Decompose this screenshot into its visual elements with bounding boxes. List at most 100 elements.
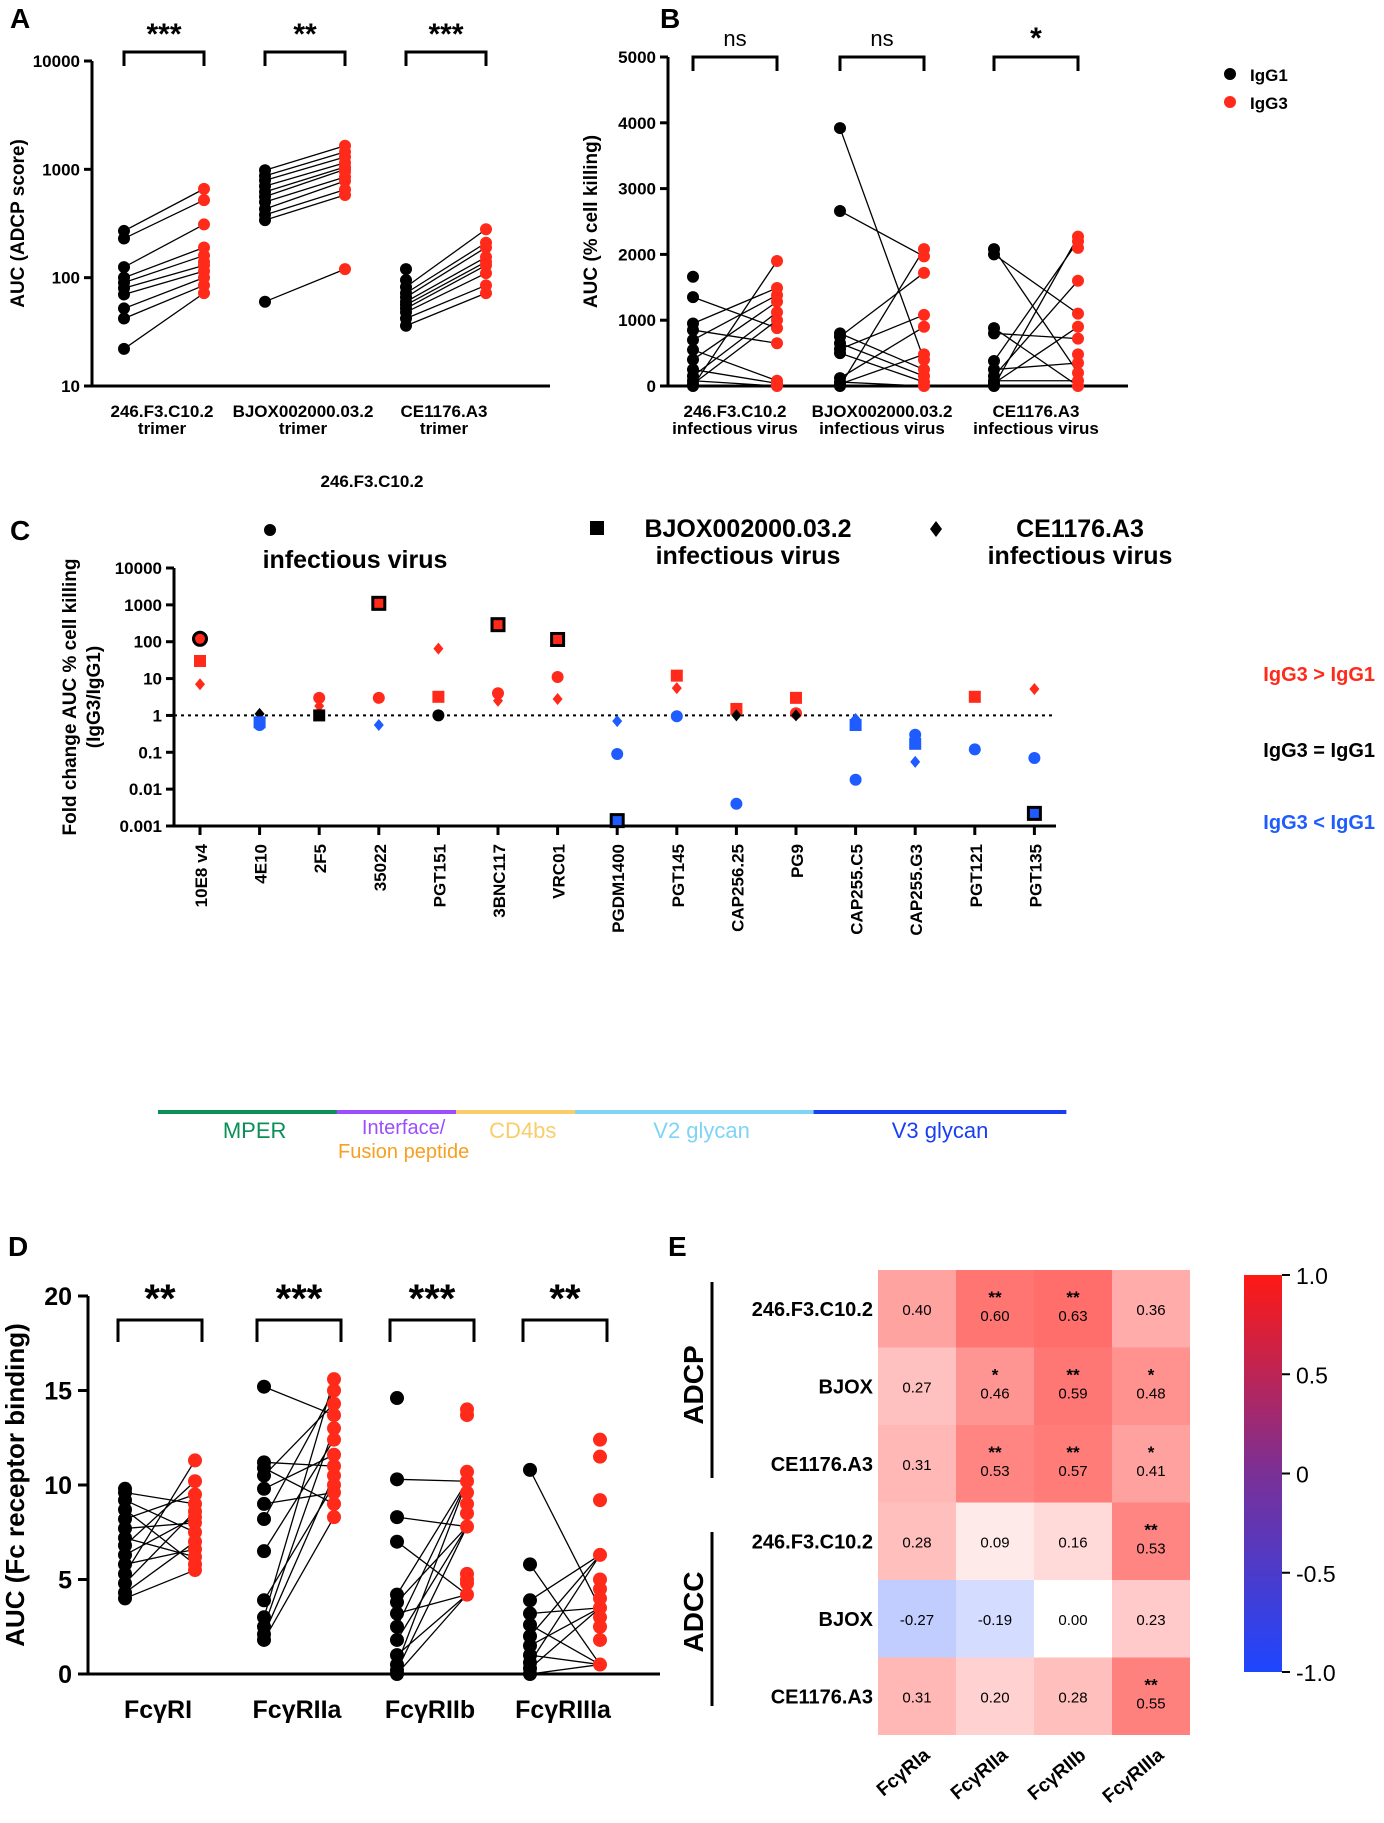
panel-b-significance: ns xyxy=(870,26,893,51)
panel-b-igg3-point xyxy=(918,308,930,321)
panel-a-igg3-point xyxy=(198,194,210,207)
panel-c-annotation-above: IgG3 > IgG1 xyxy=(1263,664,1375,686)
panel-b-y-axis-label: AUC (% cell killing) xyxy=(581,135,602,308)
panel-c-square-point xyxy=(550,631,566,647)
panel-b-y-tick-label: 5000 xyxy=(618,48,656,67)
panel-b-y-tick-label: 3000 xyxy=(618,180,656,199)
heatmap-cell xyxy=(1034,1347,1112,1425)
panel-b-pair-line xyxy=(839,272,925,338)
panel-c-annotation-equal: IgG3 = IgG1 xyxy=(1263,740,1375,762)
panel-a-pair-line xyxy=(405,292,487,327)
panel-d-pair-line xyxy=(396,1526,468,1671)
panel-d-igg1-point xyxy=(257,1496,271,1511)
panel-d-igg3-point xyxy=(327,1408,341,1423)
heatmap-cell xyxy=(956,1657,1034,1735)
panel-b-igg1-point xyxy=(988,363,1000,376)
panel-c-group-label: V2 glycan xyxy=(653,1118,750,1143)
heatmap-cell xyxy=(1034,1657,1112,1735)
panel-c-diamond-point xyxy=(433,642,444,655)
panel-c-diamond-point xyxy=(552,692,563,705)
panel-c-square-point xyxy=(432,690,445,703)
panel-a-igg1-point xyxy=(259,164,271,177)
colorbar-tick-label: 1.0 xyxy=(1296,1263,1328,1289)
panel-c-circle-point xyxy=(192,630,208,647)
panel-c-category-label: 3BNC117 xyxy=(490,844,509,918)
panel-c-group-label: CD4bs xyxy=(489,1118,556,1143)
panel-d-pair-line xyxy=(263,1386,335,1416)
heatmap-cell xyxy=(1112,1425,1190,1503)
panel-a-pair-line xyxy=(264,166,346,193)
panel-b-y-tick-label: 0 xyxy=(647,377,656,396)
panel-b-significance-bracket xyxy=(992,55,1080,71)
heatmap-cell-value: 0.31 xyxy=(902,1457,931,1474)
panel-a-pair-line xyxy=(405,284,487,320)
panel-d-pair-line xyxy=(529,1554,601,1637)
panel-b-pair-line xyxy=(839,342,925,377)
panel-c-group-label: Interface/ xyxy=(362,1117,446,1139)
heatmap-cell-value: 0.36 xyxy=(1136,1302,1165,1319)
heatmap-cell-significance: * xyxy=(1148,1365,1155,1384)
panel-b-pair-line xyxy=(993,280,1079,377)
panel-d-igg1-point xyxy=(523,1617,537,1632)
panel-c-category-label: PGT145 xyxy=(669,844,688,907)
panel-c-square-point xyxy=(909,737,922,750)
panel-c-category-label: PGT135 xyxy=(1026,844,1045,907)
panel-b-legend-igg1-marker xyxy=(1224,68,1236,80)
panel-c-annotation-below: IgG3 < IgG1 xyxy=(1263,812,1375,834)
panel-d-pair-line xyxy=(263,1454,335,1490)
heatmap-cell xyxy=(956,1347,1034,1425)
panel-a-pair-line xyxy=(264,151,346,177)
panel-b-pair-line xyxy=(993,240,1079,362)
panel-b-igg3-point xyxy=(1072,332,1084,345)
panel-d-pair-line xyxy=(396,1480,468,1665)
panel-d-y-tick-label: 15 xyxy=(44,1378,72,1406)
panel-c-diamond-point xyxy=(1029,683,1040,696)
panel-d-significance-bracket xyxy=(255,1318,343,1342)
heatmap-cell-value: 0.23 xyxy=(1136,1612,1165,1629)
panel-a-y-tick-label: 10 xyxy=(61,377,80,396)
panel-a-pair-line xyxy=(264,156,346,182)
panel-d-pair-line xyxy=(529,1607,601,1647)
panel-c-square-point xyxy=(609,813,625,829)
panel-d-igg1-point xyxy=(523,1462,537,1477)
panel-a-igg3-point xyxy=(480,279,492,292)
panel-c-circle-point xyxy=(1028,751,1041,764)
heatmap-cell-value: 0.46 xyxy=(980,1385,1009,1402)
panel-a-igg3-point xyxy=(339,263,351,276)
panel-a-pair-line xyxy=(123,277,205,310)
colorbar-tick-label: -1.0 xyxy=(1296,1660,1336,1686)
heatmap-cell-significance: ** xyxy=(1066,1443,1080,1462)
panel-a-igg1-point xyxy=(400,274,412,287)
panel-b-igg1-point xyxy=(834,372,846,385)
panel-b-pair-line xyxy=(993,362,1079,371)
heatmap-cell-significance: ** xyxy=(988,1443,1002,1462)
panel-a-pair-line xyxy=(123,270,205,296)
panel-c-legend-circle-title: 246.F3.C10.2 xyxy=(320,472,423,491)
heatmap-cell xyxy=(1034,1502,1112,1580)
panel-b-igg3-point xyxy=(1072,366,1084,379)
panel-a-category-label: 246.F3.C10.2 xyxy=(110,402,213,421)
panel-d-pair-line xyxy=(263,1467,335,1505)
panel-c-legend-circle xyxy=(264,524,276,536)
panel-a-pair-line xyxy=(123,284,205,320)
panel-b-igg3-point xyxy=(1072,356,1084,369)
panel-c-y-tick-label: 10000 xyxy=(115,559,162,578)
panel-a-pair-line xyxy=(405,261,487,306)
panel-c-category-label: PGT151 xyxy=(430,844,449,907)
panel-c-square-point xyxy=(730,702,743,715)
heatmap-column-label: FcγRIIIa xyxy=(1099,1744,1169,1807)
panel-d-igg3-point xyxy=(327,1432,341,1447)
panel-a-significance: *** xyxy=(428,18,463,51)
panel-d-igg3-point xyxy=(327,1372,341,1387)
panel-c-category-label: 10E8 v4 xyxy=(192,843,211,907)
panel-d-pair-line xyxy=(124,1509,196,1565)
panel-a-igg1-point xyxy=(118,302,130,315)
heatmap-cell-significance: * xyxy=(992,1365,999,1384)
heatmap-cell xyxy=(1112,1347,1190,1425)
panel-c-y-axis-label: Fold change AUC % cell killing xyxy=(60,559,81,836)
heatmap-cell-significance: ** xyxy=(1066,1365,1080,1384)
panel-b-igg3-point xyxy=(771,254,783,267)
panel-d-igg1-point xyxy=(390,1587,404,1602)
panel-b-igg3-point xyxy=(918,266,930,279)
